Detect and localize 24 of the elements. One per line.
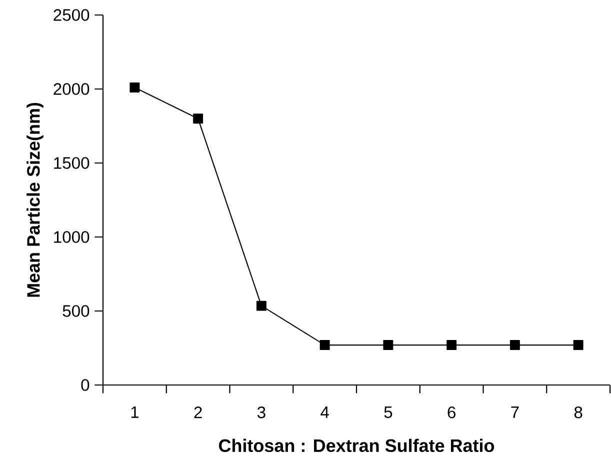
x-tick-label: 4 [320, 406, 329, 418]
point [446, 340, 457, 350]
point [256, 300, 266, 311]
y-tick-label: 1000 [54, 231, 90, 243]
x-tick-label: 8 [574, 406, 582, 418]
x-tick-label: 1 [131, 406, 138, 418]
point [383, 340, 394, 350]
point [193, 114, 204, 124]
point [130, 82, 140, 92]
y-tick-label: 2000 [54, 83, 90, 95]
point [573, 340, 584, 350]
y-tick-label: 500 [62, 305, 90, 317]
y-tick-label: 0 [81, 379, 90, 391]
x-tick-label: 6 [448, 406, 456, 418]
y-tick-label: 1500 [54, 157, 90, 169]
y-axis-title: Mean Particle Size(nm) [26, 102, 44, 297]
x-tick-label: 3 [257, 406, 266, 418]
x-tick-label: 7 [511, 406, 519, 418]
point [320, 340, 330, 350]
point [510, 340, 520, 350]
x-axis-title: Chitosan : Dextran Sulfate Ratio [218, 438, 494, 452]
x-tick-label: 2 [194, 406, 202, 418]
x-tick-label: 5 [384, 406, 392, 418]
y-tick-label: 2500 [54, 9, 90, 21]
